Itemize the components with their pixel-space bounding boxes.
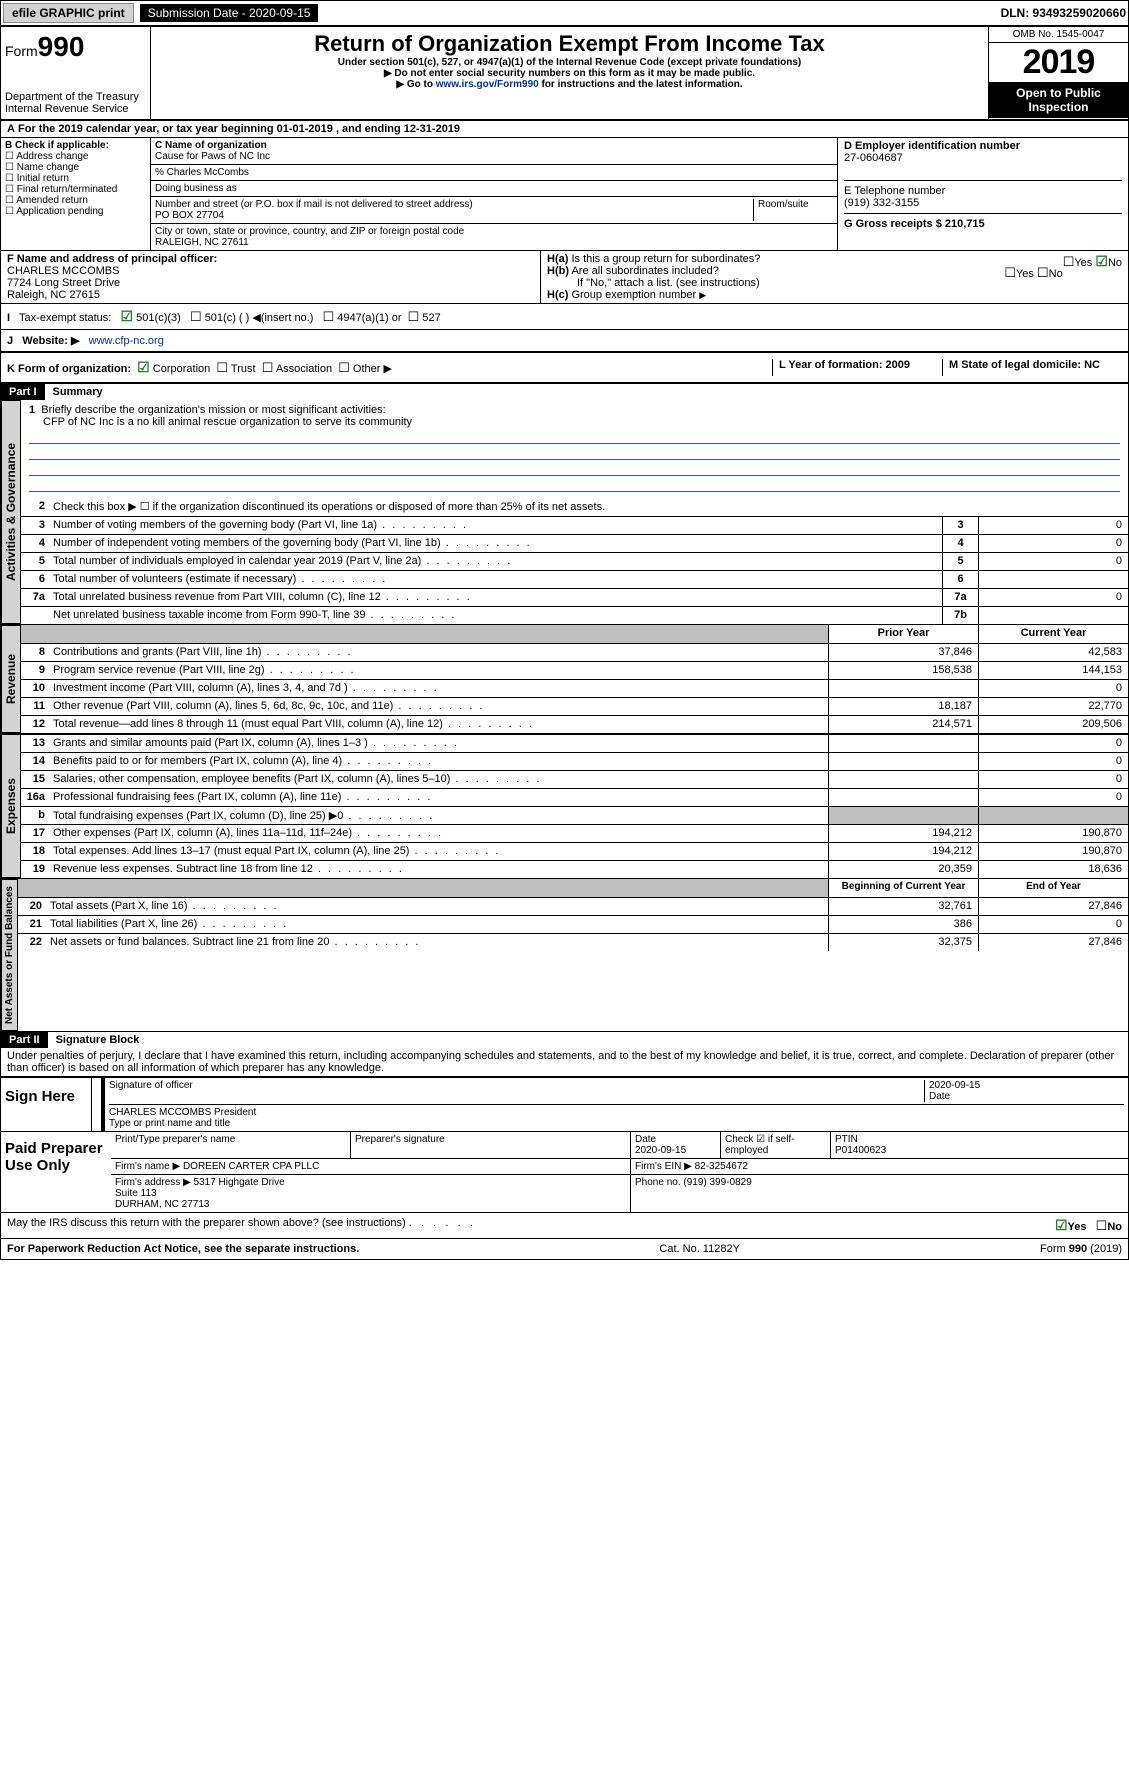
checkbox-address-change: Address change [5, 151, 146, 162]
efile-button[interactable]: efile GRAPHIC print [3, 3, 134, 23]
form-footer: Form 990 (2019) [1040, 1243, 1122, 1255]
cat-no: Cat. No. 11282Y [659, 1243, 740, 1255]
paid-preparer-label: Paid Preparer Use Only [1, 1132, 111, 1212]
line-9: 9Program service revenue (Part VIII, lin… [21, 661, 1128, 679]
dln-label: DLN: 93493259020660 [1001, 6, 1126, 20]
line-4: 4Number of independent voting members of… [21, 534, 1128, 552]
dept-label: Department of the Treasury Internal Reve… [5, 91, 146, 115]
line-14: 14Benefits paid to or for members (Part … [21, 752, 1128, 770]
ptin: P01400623 [835, 1145, 886, 1156]
subtitle-2: Do not enter social security numbers on … [155, 68, 984, 79]
firm-name: DOREEN CARTER CPA PLLC [183, 1161, 319, 1172]
line-8: 8Contributions and grants (Part VIII, li… [21, 643, 1128, 661]
ein: 27-0604687 [844, 152, 903, 164]
street-address: PO BOX 27704 [155, 210, 224, 221]
line-7b: Net unrelated business taxable income fr… [21, 606, 1128, 624]
line-19: 19Revenue less expenses. Subtract line 1… [21, 860, 1128, 878]
checkbox-application-pending: Application pending [5, 206, 146, 217]
period-a: A For the 2019 calendar year, or tax yea… [1, 121, 1128, 138]
part1-header: Part I Summary [1, 384, 1128, 400]
discuss-yes [1055, 1217, 1068, 1234]
side-revenue: Revenue [1, 625, 21, 733]
omb-number: OMB No. 1545-0047 [989, 27, 1128, 43]
form-container: Form990 Department of the Treasury Inter… [0, 26, 1129, 1260]
phone: (919) 332-3155 [844, 197, 919, 209]
self-employed-check: Check ☑ if self-employed [721, 1132, 831, 1158]
officer-name: CHARLES MCCOMBS [7, 265, 119, 277]
sign-here-label: Sign Here [1, 1078, 91, 1131]
line-3: 3Number of voting members of the governi… [21, 516, 1128, 534]
gross-receipts: G Gross receipts $ 210,715 [844, 218, 985, 230]
subtitle-3: Go to www.irs.gov/Form990 for instructio… [155, 79, 984, 90]
line-b: bTotal fundraising expenses (Part IX, co… [21, 806, 1128, 824]
checkbox-initial-return: Initial return [5, 173, 146, 184]
submission-date: Submission Date - 2020-09-15 [140, 4, 319, 22]
dba: Doing business as [151, 181, 837, 197]
firm-ein: Firm's EIN ▶ 82-3254672 [631, 1159, 1128, 1174]
mission-text: CFP of NC Inc is a no kill animal rescue… [29, 416, 412, 428]
line-18: 18Total expenses. Add lines 13–17 (must … [21, 842, 1128, 860]
line-6: 6Total number of volunteers (estimate if… [21, 570, 1128, 588]
discuss-no [1096, 1218, 1108, 1234]
side-netassets: Net Assets or Fund Balances [1, 879, 18, 1031]
line-11: 11Other revenue (Part VIII, column (A), … [21, 697, 1128, 715]
form990-link[interactable]: www.irs.gov/Form990 [436, 79, 539, 90]
firm-phone: Phone no. (919) 399-0829 [631, 1175, 1128, 1212]
line-20: 20Total assets (Part X, line 16)32,76127… [18, 897, 1128, 915]
care-of: % Charles McCombs [151, 165, 837, 181]
open-public: Open to Public Inspection [989, 82, 1128, 118]
501c3-check [121, 308, 134, 325]
checkbox-name-change: Name change [5, 162, 146, 173]
line-10: 10Investment income (Part VIII, column (… [21, 679, 1128, 697]
side-expenses: Expenses [1, 734, 21, 878]
line-16a: 16aProfessional fundraising fees (Part I… [21, 788, 1128, 806]
top-bar: efile GRAPHIC print Submission Date - 20… [0, 0, 1129, 26]
city-state-zip: RALEIGH, NC 27611 [155, 237, 249, 248]
checkbox-final-return-terminated: Final return/terminated [5, 184, 146, 195]
tax-status-row: I Tax-exempt status: 501(c)(3) 501(c) ( … [1, 304, 1128, 330]
form-number: Form990 [5, 31, 146, 63]
officer-sig-name: CHARLES MCCOMBS President [109, 1107, 256, 1118]
pra-notice: For Paperwork Reduction Act Notice, see … [7, 1243, 359, 1255]
box-b: B Check if applicable: Address changeNam… [1, 138, 151, 250]
line-17: 17Other expenses (Part IX, column (A), l… [21, 824, 1128, 842]
perjury-declaration: Under penalties of perjury, I declare th… [1, 1048, 1128, 1076]
room-suite: Room/suite [753, 199, 833, 221]
line-21: 21Total liabilities (Part X, line 26)386… [18, 915, 1128, 933]
line-13: 13Grants and similar amounts paid (Part … [21, 734, 1128, 752]
line-22: 22Net assets or fund balances. Subtract … [18, 933, 1128, 951]
side-governance: Activities & Governance [1, 400, 21, 624]
part2-header: Part II Signature Block [1, 1031, 1128, 1048]
tax-year: 2019 [989, 43, 1128, 82]
line-12: 12Total revenue—add lines 8 through 11 (… [21, 715, 1128, 733]
sig-date: 2020-09-15 [929, 1080, 980, 1091]
line-7a: 7aTotal unrelated business revenue from … [21, 588, 1128, 606]
form-header: Form990 Department of the Treasury Inter… [1, 27, 1128, 121]
line-5: 5Total number of individuals employed in… [21, 552, 1128, 570]
discuss-question: May the IRS discuss this return with the… [7, 1217, 1055, 1234]
form-title: Return of Organization Exempt From Incom… [155, 31, 984, 57]
org-name: Cause for Paws of NC Inc [155, 151, 270, 162]
subtitle-1: Under section 501(c), 527, or 4947(a)(1)… [155, 57, 984, 68]
checkbox-amended-return: Amended return [5, 195, 146, 206]
prep-date: 2020-09-15 [635, 1145, 686, 1156]
website-link[interactable]: www.cfp-nc.org [89, 335, 164, 347]
line-15: 15Salaries, other compensation, employee… [21, 770, 1128, 788]
